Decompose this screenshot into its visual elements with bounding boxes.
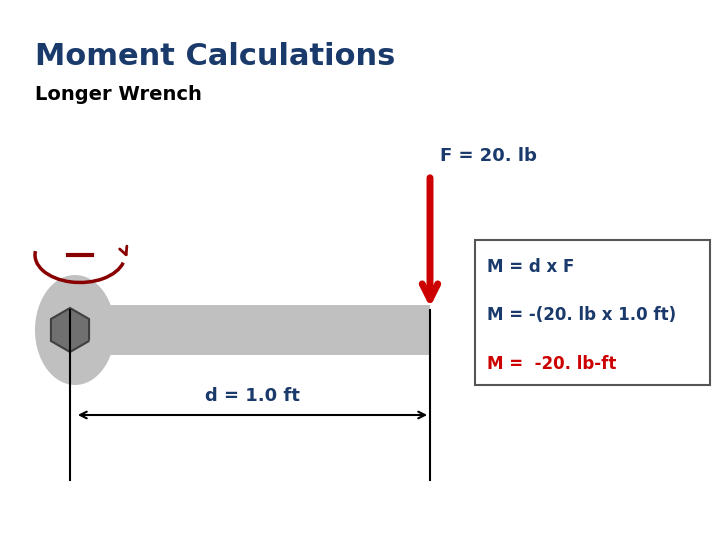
Text: M = d x F: M = d x F — [487, 258, 575, 276]
Polygon shape — [51, 308, 89, 352]
Text: M = -(20. lb x 1.0 ft): M = -(20. lb x 1.0 ft) — [487, 306, 676, 325]
Text: F = 20. lb: F = 20. lb — [440, 147, 537, 165]
Bar — [475, 240, 710, 385]
Ellipse shape — [35, 275, 115, 385]
Bar — [75, 305, 430, 355]
Text: Moment Calculations: Moment Calculations — [35, 42, 395, 71]
Text: M =  -20. lb-ft: M = -20. lb-ft — [487, 355, 616, 373]
Text: Longer Wrench: Longer Wrench — [35, 85, 202, 104]
Text: d = 1.0 ft: d = 1.0 ft — [205, 387, 300, 405]
